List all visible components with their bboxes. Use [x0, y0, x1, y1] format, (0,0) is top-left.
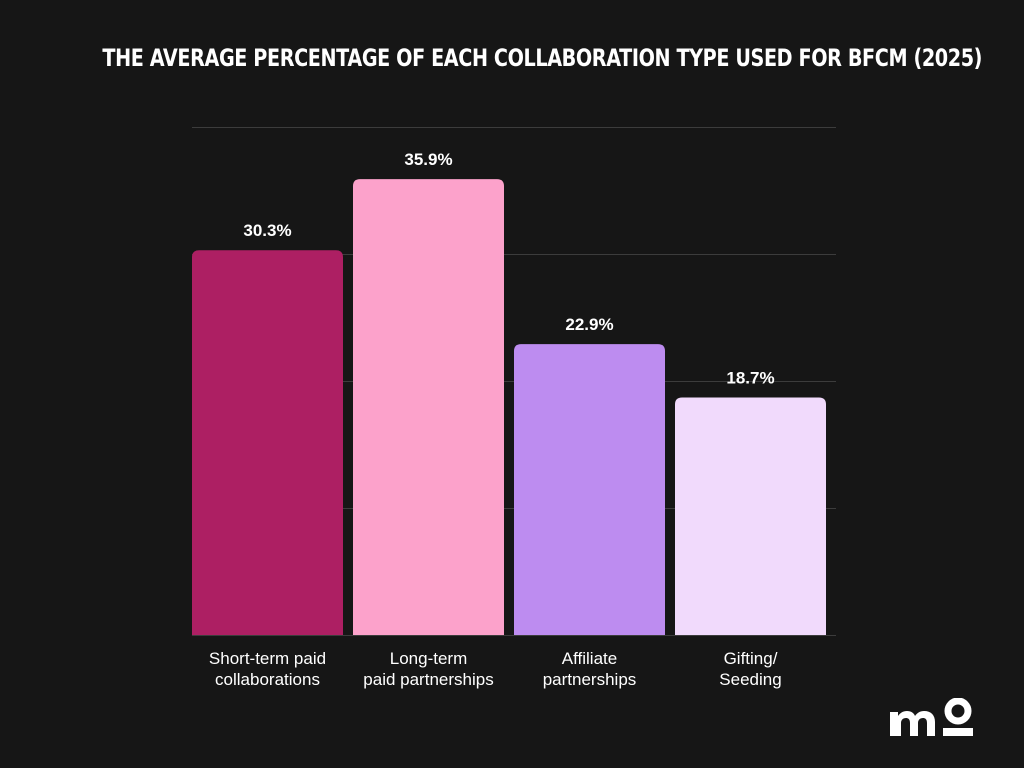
bar — [514, 344, 665, 635]
bar-value-label: 22.9% — [565, 315, 613, 334]
chart-title: THE AVERAGE PERCENTAGE OF EACH COLLABORA… — [102, 44, 983, 72]
category-labels: Short-term paid collaborations Long-term pa… — [209, 649, 782, 689]
bar — [675, 397, 826, 635]
bar-value-label: 18.7% — [726, 369, 774, 388]
category-label: Affiliate partnerships — [543, 649, 637, 689]
category-label: Long-term paid partnerships — [363, 649, 493, 689]
category-label: Short-term paid collaborations — [209, 649, 326, 689]
category-label: Gifting/Seeding — [719, 649, 781, 689]
bars — [192, 179, 826, 635]
bar — [192, 250, 343, 635]
mo-logo-icon — [890, 698, 973, 736]
bar — [353, 179, 504, 635]
bar-value-label: 30.3% — [243, 221, 291, 240]
value-labels: 30.3% 35.9% 22.9% 18.7% — [243, 150, 774, 387]
bar-value-label: 35.9% — [404, 150, 452, 169]
